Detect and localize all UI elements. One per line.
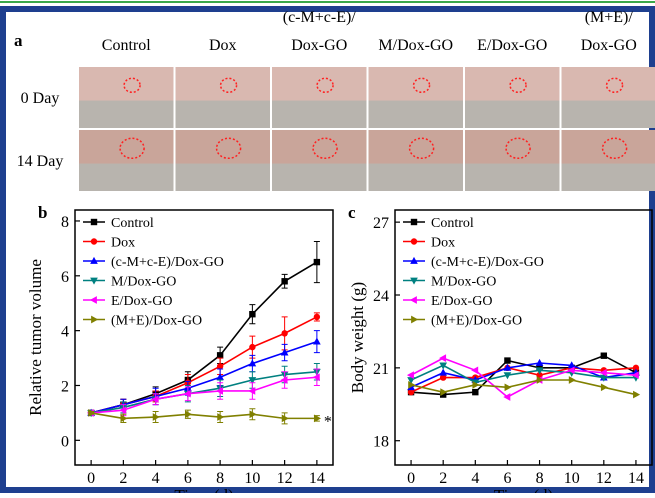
point (249, 311, 255, 317)
x-tick-label: 4 (152, 470, 160, 487)
legend-marker (91, 238, 97, 244)
column-label: Dox-GO (581, 37, 637, 54)
x-tick-label: 10 (244, 470, 260, 487)
ruler (465, 164, 560, 191)
ruler (176, 101, 271, 128)
y-tick-label: 24 (373, 288, 389, 305)
x-tick-label: 4 (471, 470, 479, 487)
x-axis-label: Time (d) (174, 486, 233, 493)
x-tick-label: 8 (536, 470, 544, 487)
x-tick-label: 0 (87, 470, 95, 487)
legend-label: (M+E)/Dox-GO (431, 314, 522, 329)
x-tick-label: 12 (277, 470, 293, 487)
point (472, 389, 478, 395)
point (314, 314, 320, 320)
legend-marker (411, 238, 417, 244)
column-label: Control (102, 37, 151, 54)
ruler (562, 164, 655, 191)
y-tick-label: 8 (61, 214, 69, 231)
legend-label: (c-M+c-E)/Dox-GO (111, 255, 224, 270)
y-tick-label: 2 (61, 378, 69, 395)
x-axis-label: Time (d) (494, 486, 553, 493)
legend-label: E/Dox-GO (111, 294, 172, 309)
y-axis-label: Relative tumor volume (26, 259, 45, 416)
legend-label: Dox (431, 236, 455, 251)
point (281, 278, 287, 284)
legend-label: E/Dox-GO (431, 294, 492, 309)
column-label: Dox (209, 37, 237, 54)
ruler (369, 101, 464, 128)
point (249, 344, 255, 350)
x-tick-label: 6 (184, 470, 192, 487)
y-tick-label: 27 (373, 215, 389, 232)
legend-label: (M+E)/Dox-GO (111, 314, 202, 329)
legend-marker (411, 219, 417, 225)
y-axis-label: Body weight (g) (348, 282, 367, 393)
y-tick-label: 18 (373, 434, 389, 451)
y-tick-label: 0 (61, 433, 69, 450)
panel-label: c (348, 203, 356, 222)
column-label: (c-M+c-E)/ (283, 9, 357, 26)
legend-label: M/Dox-GO (431, 275, 496, 290)
ruler (79, 164, 174, 191)
y-tick-label: 6 (61, 269, 69, 286)
point (504, 357, 510, 363)
column-label: E/Dox-GO (477, 37, 547, 54)
annotation: * (324, 413, 332, 430)
legend-marker (91, 219, 97, 225)
x-tick-label: 2 (439, 470, 447, 487)
point (314, 259, 320, 265)
ruler (465, 101, 560, 128)
panel-label: a (14, 31, 23, 50)
point (217, 352, 223, 358)
column-label: M/Dox-GO (378, 37, 453, 54)
legend-label: Dox (111, 236, 135, 251)
panel-label: b (38, 203, 47, 222)
legend-label: (c-M+c-E)/Dox-GO (431, 255, 544, 270)
ruler (562, 101, 655, 128)
x-tick-label: 14 (628, 470, 644, 487)
legend-label: Control (431, 216, 474, 231)
x-tick-label: 2 (119, 470, 127, 487)
ruler (176, 164, 271, 191)
row-label: 0 Day (21, 90, 60, 107)
row-label: 14 Day (17, 153, 64, 170)
legend-label: Control (111, 216, 154, 231)
ruler (272, 101, 367, 128)
x-tick-label: 0 (407, 470, 415, 487)
x-tick-label: 8 (216, 470, 224, 487)
legend-label: M/Dox-GO (111, 275, 176, 290)
column-label: (M+E)/ (585, 9, 634, 26)
x-tick-label: 12 (596, 470, 612, 487)
y-tick-label: 4 (61, 324, 69, 341)
ruler (79, 101, 174, 128)
point (601, 353, 607, 359)
point (281, 330, 287, 336)
x-tick-label: 14 (309, 470, 325, 487)
x-tick-label: 10 (564, 470, 580, 487)
column-label: Dox-GO (291, 37, 347, 54)
ruler (369, 164, 464, 191)
y-tick-label: 21 (373, 361, 389, 378)
ruler (272, 164, 367, 191)
x-tick-label: 6 (503, 470, 511, 487)
point (217, 363, 223, 369)
